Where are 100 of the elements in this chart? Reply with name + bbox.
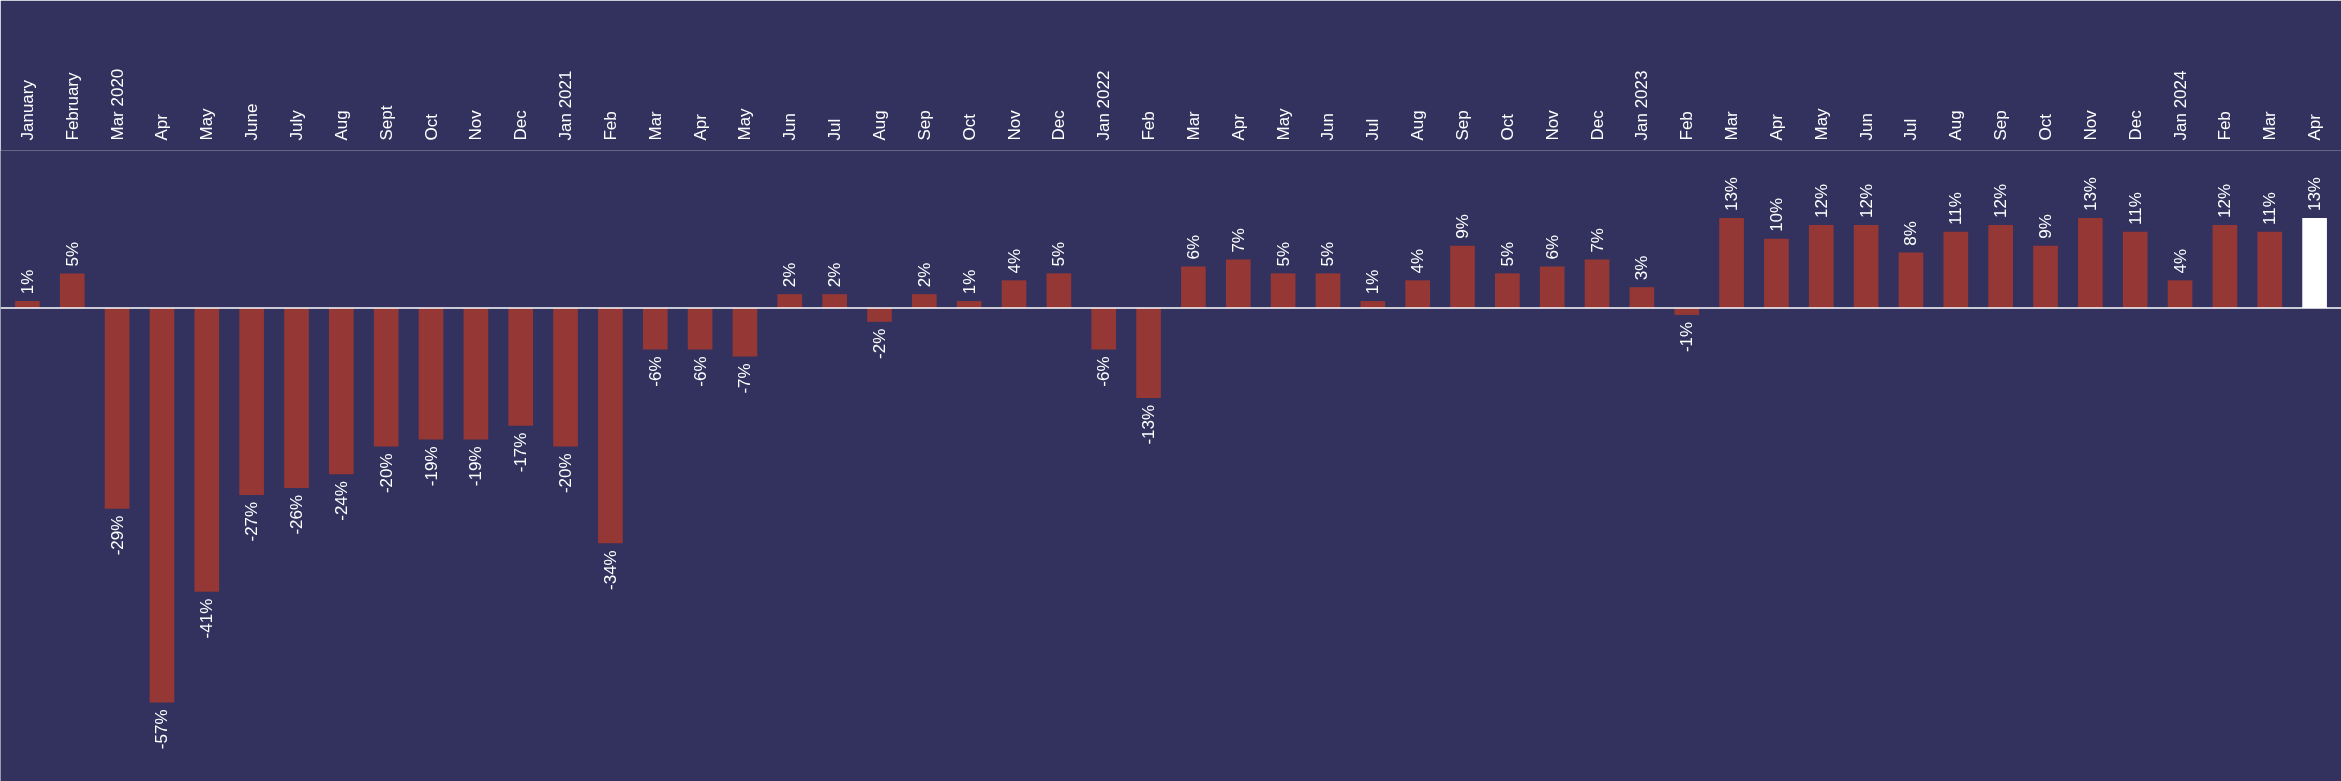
- bar: [1270, 273, 1296, 308]
- data-label: 8%: [1901, 221, 1921, 246]
- data-label: 11%: [2125, 192, 2145, 225]
- x-tick-label: Jul: [1363, 118, 1383, 141]
- bar: [508, 307, 534, 426]
- x-tick-label: Dec: [1587, 109, 1607, 141]
- data-label: -17%: [511, 432, 531, 473]
- data-label: 10%: [1766, 197, 1786, 232]
- data-label: -19%: [466, 446, 486, 487]
- bar: [1225, 259, 1251, 308]
- data-label: -24%: [331, 481, 351, 521]
- data-label: -26%: [286, 494, 306, 535]
- data-label: 6%: [1183, 234, 1203, 260]
- data-label: -6%: [1094, 356, 1114, 387]
- bar: [687, 307, 713, 350]
- data-label: 11%: [2260, 192, 2280, 225]
- bar: [1450, 245, 1475, 308]
- bar: [1898, 252, 1924, 308]
- x-tick-label: Feb: [1677, 111, 1697, 141]
- x-tick-label: Jan 2021: [556, 70, 576, 141]
- bar: [2212, 224, 2238, 308]
- bar: [1539, 266, 1565, 308]
- bar: [2122, 231, 2148, 308]
- bar: [777, 294, 803, 308]
- bar: [149, 307, 175, 703]
- bar: [104, 307, 130, 509]
- x-tick-label: Apr: [152, 113, 172, 141]
- x-tick-label: Sep: [1453, 110, 1472, 141]
- x-tick-label: Mar: [1722, 110, 1742, 141]
- data-label: 4%: [1004, 248, 1024, 274]
- data-label: 1%: [17, 269, 37, 295]
- bar: [822, 294, 847, 308]
- data-label: -20%: [376, 453, 396, 494]
- x-tick-label: Sep: [914, 110, 934, 141]
- data-label: 13%: [2305, 177, 2325, 212]
- data-label: 5%: [1497, 241, 1517, 267]
- x-tick-label: Jun: [780, 113, 800, 141]
- data-label: -13%: [1139, 404, 1159, 445]
- x-tick-label: Jun: [1318, 113, 1338, 141]
- data-label: -7%: [735, 363, 755, 394]
- data-label: 4%: [1408, 248, 1428, 274]
- x-tick-label: May: [735, 107, 755, 141]
- data-label: -1%: [1677, 321, 1697, 353]
- data-label: 7%: [1587, 228, 1607, 253]
- x-tick-label: Dec: [511, 109, 531, 141]
- bar: [1091, 307, 1117, 350]
- x-tick-label: Mar: [2260, 110, 2280, 141]
- bar: [1808, 224, 1834, 308]
- bar: [1629, 287, 1655, 308]
- data-label: 5%: [1049, 241, 1069, 267]
- bar: [1495, 273, 1520, 308]
- x-tick-label: Mar: [1183, 110, 1203, 141]
- data-label: 1%: [1363, 269, 1383, 295]
- data-label: -41%: [197, 598, 217, 639]
- x-tick-label: Nov: [2080, 109, 2100, 141]
- x-tick-label: Sept: [376, 105, 396, 141]
- x-tick-label: Nov: [1542, 109, 1562, 141]
- data-label: -27%: [242, 501, 262, 542]
- x-tick-label: Jul: [1901, 118, 1921, 141]
- data-label: 13%: [2080, 177, 2100, 212]
- bar: [642, 307, 668, 350]
- x-tick-label: Aug: [1946, 110, 1966, 141]
- x-tick-label: Jan 2023: [1632, 70, 1652, 141]
- x-tick-label: Dec: [1049, 109, 1069, 141]
- x-tick-label: June: [242, 103, 262, 141]
- bar: [1988, 224, 2013, 308]
- data-label: -34%: [600, 550, 620, 590]
- x-tick-label: May: [1811, 107, 1831, 141]
- bar: [1584, 259, 1610, 308]
- bar: [1719, 218, 1744, 308]
- x-tick-label: Feb: [1139, 111, 1159, 141]
- data-label: 7%: [1228, 228, 1248, 253]
- bar: [2257, 231, 2283, 308]
- data-label: 9%: [2036, 214, 2056, 239]
- data-label: 5%: [1273, 241, 1293, 267]
- bar: [239, 307, 264, 495]
- data-label: 12%: [1856, 183, 1876, 218]
- x-tick-label: February: [62, 71, 82, 141]
- bar: [1046, 273, 1072, 308]
- x-tick-label: Jan 2024: [2170, 70, 2190, 141]
- data-label: 2%: [825, 262, 845, 288]
- x-tick-label: Feb: [2215, 111, 2235, 141]
- x-tick-label: Oct: [2036, 113, 2056, 141]
- x-tick-label: Nov: [466, 109, 486, 141]
- bar: [463, 307, 489, 440]
- data-label: 5%: [62, 241, 82, 267]
- x-tick-label: Dec: [2125, 109, 2145, 141]
- bar: [1181, 266, 1206, 308]
- data-label: 13%: [1722, 177, 1742, 212]
- bar: [329, 307, 354, 475]
- x-tick-label: Mar 2020: [107, 68, 127, 141]
- x-tick-label: Sep: [1991, 110, 2011, 141]
- bar: [732, 307, 758, 357]
- data-label: -20%: [556, 453, 576, 494]
- data-label: 9%: [1453, 214, 1472, 239]
- data-label: -57%: [152, 709, 172, 750]
- bar: [1315, 273, 1341, 308]
- bar: [1136, 307, 1161, 398]
- bar: [284, 307, 309, 488]
- bar: [194, 307, 220, 592]
